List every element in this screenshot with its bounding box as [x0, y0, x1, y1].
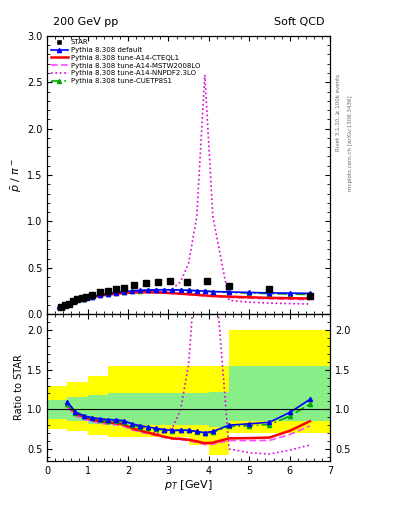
Y-axis label: Ratio to STAR: Ratio to STAR — [14, 355, 24, 420]
Text: Soft QCD: Soft QCD — [274, 17, 325, 28]
X-axis label: $p_T$ [GeV]: $p_T$ [GeV] — [164, 478, 213, 493]
Legend: STAR, Pythia 8.308 default, Pythia 8.308 tune-A14-CTEQL1, Pythia 8.308 tune-A14-: STAR, Pythia 8.308 default, Pythia 8.308… — [49, 38, 202, 86]
Y-axis label: $\bar{p}$ / $\pi^-$: $\bar{p}$ / $\pi^-$ — [10, 158, 24, 192]
Text: Rivet 3.1.10, ≥ 100k events: Rivet 3.1.10, ≥ 100k events — [336, 74, 341, 151]
Text: 200 GeV pp: 200 GeV pp — [53, 17, 118, 28]
Text: mcplots.cern.ch [arXiv:1306.3436]: mcplots.cern.ch [arXiv:1306.3436] — [348, 96, 353, 191]
